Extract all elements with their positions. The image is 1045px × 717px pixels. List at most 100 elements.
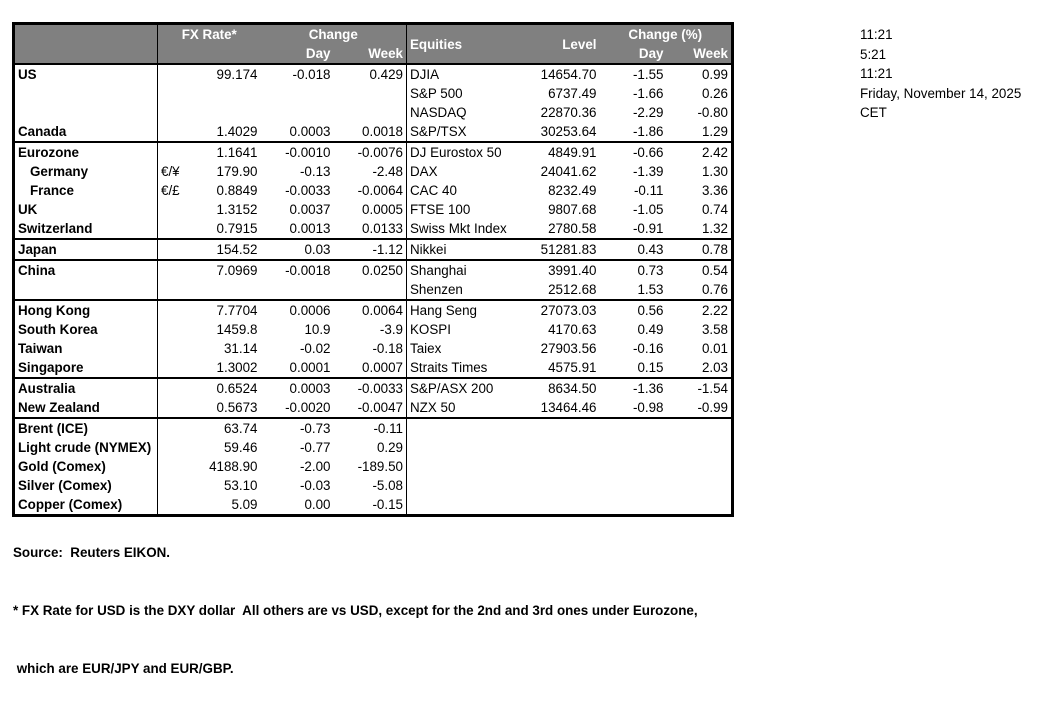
- fx-rate-footnote-2: which are EUR/JPY and EUR/GBP.: [13, 661, 234, 677]
- equity-day-change-cell: [600, 457, 667, 476]
- table-row: Silver (Comex) 53.10 -0.03 -5.08: [13, 476, 733, 495]
- fx-label-cell: [13, 84, 158, 103]
- fx-pair-cell: [158, 84, 185, 103]
- fx-week-change-cell: -5.08: [372, 478, 403, 493]
- fx-label-cell: Hong Kong: [13, 300, 158, 320]
- table-row: US 99.174 -0.018 0.429 DJIA 14654.70 -1.55 0.99: [13, 64, 733, 84]
- equity-week-change-cell: 1.29: [666, 122, 733, 143]
- equity-name-cell: Shanghai: [406, 260, 520, 280]
- fx-week-change-cell: -0.0064: [357, 183, 403, 198]
- equity-day-change-cell: -1.86: [599, 122, 667, 143]
- equity-name-cell: DAX: [406, 162, 520, 181]
- fx-day-change-cell: [261, 103, 334, 122]
- equity-level-cell: 27903.56: [540, 341, 597, 356]
- fx-week-change-cell: 0.0018: [333, 122, 407, 143]
- equity-week-change-cell: 2.42: [701, 145, 728, 160]
- fx-week-change-cell: 0.0005: [362, 202, 403, 217]
- equity-level-cell: 30253.64: [519, 122, 600, 143]
- equity-level-cell: 22870.36: [540, 105, 597, 120]
- equity-name-cell: FTSE 100: [406, 200, 520, 219]
- equity-week-change-cell: -0.99: [666, 398, 733, 419]
- timezone-label: CET: [860, 105, 887, 120]
- fx-rate-cell: 7.7704: [216, 303, 258, 318]
- fx-pair-cell: [157, 358, 185, 379]
- time-local: 11:21: [860, 27, 893, 42]
- table-row: China 7.0969 -0.0018 0.0250 Shanghai 3991.40 0…: [13, 260, 733, 280]
- equity-day-change-cell: -1.66: [632, 86, 664, 101]
- fx-label-cell: Germany: [13, 162, 158, 181]
- fx-pair-cell: [158, 320, 185, 339]
- equity-week-change-cell: 1.30: [701, 164, 728, 179]
- fx-week-change-cell: [333, 280, 407, 301]
- equity-level-cell: 6737.49: [548, 86, 597, 101]
- fx-week-change-cell: 0.29: [376, 440, 403, 455]
- equity-name-cell: CAC 40: [406, 181, 520, 200]
- fx-day-change-cell: -0.02: [299, 341, 331, 356]
- equity-week-change-cell: [667, 476, 733, 495]
- equity-level-cell: 8634.50: [548, 381, 597, 396]
- fx-label-cell: Light crude (NYMEX): [13, 438, 158, 457]
- equities-header: Equities: [406, 23, 520, 65]
- table-row: Japan 154.52 0.03 -1.12 Nikkei 51281.83 0.43 0.…: [13, 239, 733, 261]
- fx-change-header: Change: [260, 23, 407, 44]
- fx-day-change-cell: 0.03: [260, 239, 334, 261]
- equity-week-change-cell: -1.54: [697, 381, 728, 396]
- equity-name-cell: [406, 476, 520, 495]
- table-row: Taiwan 31.14 -0.02 -0.18 Taiex 27903.56 -0.16 0…: [13, 339, 733, 358]
- fx-day-change-cell: [260, 280, 334, 301]
- fx-rate-cell: 59.46: [223, 440, 258, 455]
- fx-week-change-cell: -0.0076: [357, 145, 403, 160]
- fx-rate-cell: 1.3002: [184, 358, 261, 379]
- fx-day-header: Day: [260, 44, 334, 65]
- fx-pair-cell: [157, 398, 185, 419]
- equity-day-change-cell: 0.56: [637, 303, 664, 318]
- fx-pair-cell: [158, 64, 185, 84]
- fx-label-cell: Taiwan: [13, 339, 158, 358]
- fx-label-cell: Canada: [13, 122, 158, 143]
- fx-week-change-cell: 0.0133: [333, 219, 407, 240]
- fx-day-change-cell: -0.73: [299, 421, 331, 436]
- fx-week-change-cell: -0.0033: [357, 381, 403, 396]
- equity-level-cell: 14654.70: [540, 67, 597, 82]
- fx-rate-cell: [184, 280, 261, 301]
- fx-pair-cell: €/£: [161, 183, 180, 198]
- market-table-header: FX Rate* Change Equities Level Change (%…: [13, 23, 733, 65]
- fx-week-change-cell: -189.50: [357, 459, 403, 474]
- fx-day-change-cell: -0.13: [299, 164, 331, 179]
- equity-week-change-cell: [667, 418, 733, 438]
- markets-report-page: FX Rate* Change Equities Level Change (%…: [12, 22, 1021, 676]
- equity-day-change-cell: -1.55: [632, 67, 664, 82]
- fx-label-cell: Australia: [13, 378, 158, 398]
- equities-change-header: Change (%): [599, 23, 733, 44]
- fx-day-change-cell: 0.0001: [260, 358, 334, 379]
- fx-label-cell: Gold (Comex): [13, 457, 158, 476]
- equity-name-cell: Straits Times: [406, 358, 520, 379]
- table-row: Gold (Comex) 4188.90 -2.00 -189.50: [13, 457, 733, 476]
- fx-day-change-cell: -0.0010: [285, 145, 331, 160]
- fx-pair-cell: [158, 476, 185, 495]
- fx-rate-cell: 63.74: [223, 421, 258, 436]
- fx-week-change-cell: -0.0047: [333, 398, 407, 419]
- fx-rate-header: FX Rate*: [157, 23, 261, 44]
- fx-day-change-cell: -0.0018: [285, 263, 331, 278]
- fx-label-cell: [13, 280, 158, 301]
- fx-rate-cell: 0.5673: [184, 398, 261, 419]
- fx-pair-cell: [158, 260, 185, 280]
- fx-week-change-cell: -2.48: [372, 164, 403, 179]
- equity-level-cell: [520, 457, 600, 476]
- fx-pair-cell: [158, 200, 185, 219]
- equity-week-change-cell: 0.76: [666, 280, 733, 301]
- fx-day-change-cell: [261, 84, 334, 103]
- equity-level-cell: 8232.49: [548, 183, 597, 198]
- equity-name-cell: Shenzen: [406, 280, 520, 301]
- equity-name-cell: DJ Eurostox 50: [406, 142, 520, 162]
- market-table: FX Rate* Change Equities Level Change (%…: [12, 22, 734, 517]
- header-row-2: Day Week Day Week: [14, 44, 733, 65]
- fx-label-cell: Switzerland: [13, 219, 158, 240]
- equity-name-cell: [406, 418, 520, 438]
- fx-week-change-cell: 0.0007: [333, 358, 407, 379]
- fx-day-change-cell: 0.0013: [260, 219, 334, 240]
- equity-day-change-cell: 0.49: [637, 322, 664, 337]
- table-row: Canada 1.4029 0.0003 0.0018 S&P/TSX 30253.64-…: [13, 122, 733, 143]
- equity-name-cell: Taiex: [406, 339, 520, 358]
